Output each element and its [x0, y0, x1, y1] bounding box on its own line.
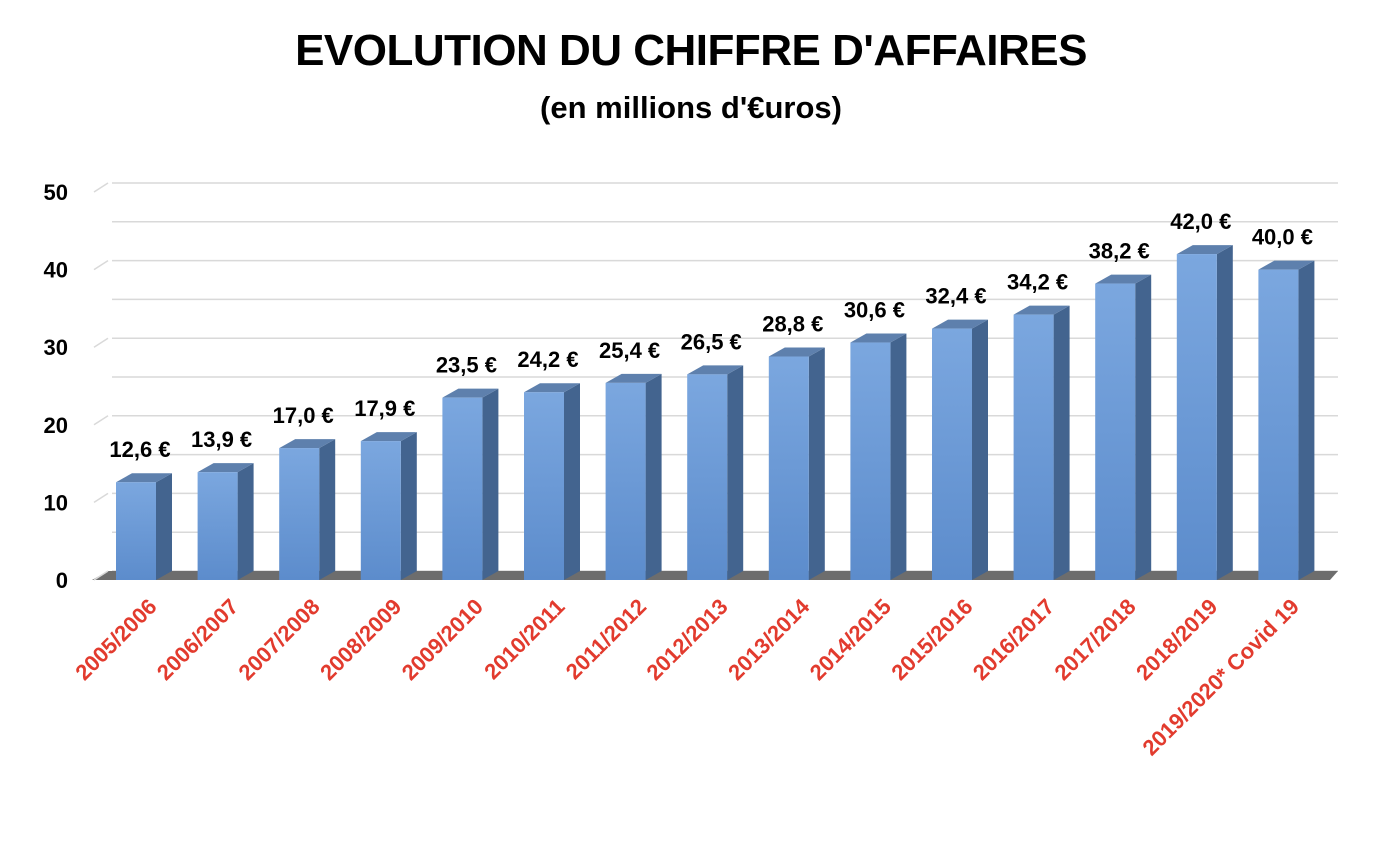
bar	[605, 382, 646, 580]
bar-side	[972, 319, 988, 580]
bar-side	[564, 383, 580, 580]
bar-top	[279, 439, 336, 449]
data-label: 17,0 €	[273, 403, 334, 428]
chart-title: EVOLUTION DU CHIFFRE D'AFFAIRES	[295, 26, 1087, 75]
bar	[1013, 314, 1054, 580]
y-tick-label: 0	[56, 568, 68, 593]
bar-top	[687, 365, 744, 375]
bar-side	[482, 388, 499, 580]
bar-side	[1135, 274, 1152, 580]
data-label: 25,4 €	[599, 338, 660, 363]
data-label: 24,2 €	[517, 347, 578, 372]
bar-top	[116, 473, 172, 483]
bar	[197, 472, 238, 580]
bar	[116, 482, 156, 580]
data-label: 12,6 €	[109, 437, 170, 462]
x-tick-label: 2007/2008	[234, 594, 325, 685]
data-label: 32,4 €	[925, 284, 986, 309]
data-label: 30,6 €	[844, 298, 905, 323]
bar-top	[442, 388, 499, 398]
bar-side	[808, 347, 825, 580]
bar-side	[727, 365, 744, 580]
y-tick-label: 20	[44, 413, 68, 438]
bar	[1258, 269, 1299, 580]
bar	[687, 374, 728, 580]
data-label: 28,8 €	[762, 312, 823, 337]
x-tick-label: 2016/2017	[968, 594, 1059, 685]
bar-side	[890, 333, 907, 580]
bar	[1176, 254, 1217, 580]
x-tick-label: 2013/2014	[723, 593, 815, 685]
bar-side	[319, 439, 336, 580]
data-label: 42,0 €	[1170, 209, 1231, 234]
x-tick-label: 2010/2011	[479, 594, 569, 684]
data-label: 26,5 €	[681, 329, 742, 354]
y-axis: 0 10 20 30 40 50	[44, 180, 109, 593]
x-tick-label: 2012/2013	[642, 594, 733, 685]
bar-top	[524, 383, 580, 393]
data-label: 38,2 €	[1089, 239, 1150, 264]
bar-side	[1053, 305, 1070, 580]
x-axis: 2005/20062006/20072007/20082008/20092009…	[70, 593, 1304, 760]
data-label: 13,9 €	[191, 427, 252, 452]
x-tick-label: 2014/2015	[805, 594, 896, 685]
data-label: 17,9 €	[354, 396, 415, 421]
bar-top	[360, 432, 417, 442]
y-tick-label: 10	[44, 490, 68, 515]
bar-top	[1013, 305, 1070, 315]
y-tick-label: 40	[44, 258, 68, 283]
bar	[524, 392, 564, 580]
bars	[116, 245, 1315, 580]
bar-side	[400, 432, 417, 580]
y-tick-mark	[93, 492, 109, 504]
y-tick-label: 50	[44, 180, 68, 205]
bar	[442, 397, 483, 580]
bar-top	[1258, 260, 1315, 270]
x-tick-label: 2017/2018	[1050, 594, 1141, 685]
y-tick-mark	[93, 415, 109, 426]
bar-top	[850, 333, 907, 343]
bar	[768, 356, 809, 580]
bar	[360, 441, 401, 580]
bar-top	[1095, 274, 1152, 284]
bar-top	[768, 347, 825, 357]
bar	[279, 448, 320, 580]
bar-side	[1216, 245, 1233, 580]
bar-side	[645, 373, 662, 580]
bar	[850, 342, 891, 580]
y-tick-mark	[93, 259, 109, 271]
bar-side	[1298, 260, 1315, 580]
y-tick-mark	[93, 337, 109, 348]
data-labels: 12,6 € 13,9 € 17,0 € 17,9 € 23,5 € 24,2 € 25,4…	[109, 209, 1313, 462]
x-tick-label: 2006/2007	[152, 594, 243, 685]
x-tick-label: 2008/2009	[315, 594, 406, 685]
bar-side	[156, 473, 172, 580]
y-tick-mark	[93, 182, 109, 193]
x-tick-label: 2011/2012	[561, 594, 651, 684]
y-tick-label: 30	[44, 335, 68, 360]
bar	[1095, 283, 1136, 580]
x-tick-label: 2019/2020* Covid 19	[1138, 594, 1304, 760]
x-tick-label: 2005/2006	[70, 594, 161, 685]
data-label: 23,5 €	[436, 353, 497, 378]
bar-top	[605, 373, 662, 383]
bar-top	[197, 463, 254, 473]
x-tick-label: 2009/2010	[397, 594, 488, 685]
bar-side	[237, 463, 254, 580]
data-label: 34,2 €	[1007, 270, 1068, 295]
bar-top	[1176, 245, 1233, 255]
bar	[932, 328, 972, 580]
bar-top	[932, 319, 988, 329]
x-tick-label: 2015/2016	[886, 594, 977, 685]
data-label: 40,0 €	[1252, 225, 1313, 250]
chart-subtitle: (en millions d'€uros)	[540, 90, 842, 125]
y-tick-mark	[93, 570, 109, 581]
